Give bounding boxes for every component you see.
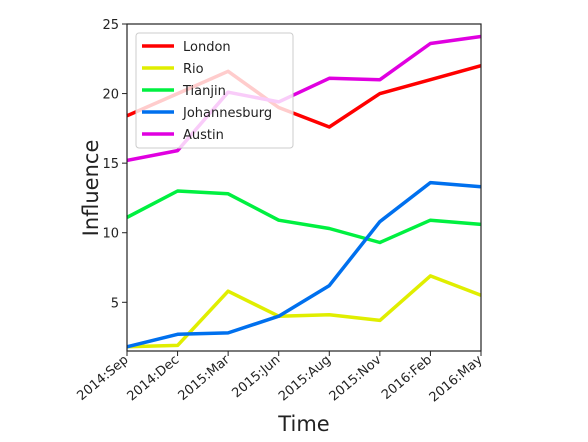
legend-label-rio: Rio [183,62,204,77]
y-tick-label: 10 [102,227,119,242]
x-tick-label: 2014:Sep [74,353,131,404]
y-tick-label: 15 [102,157,119,172]
x-tick-label: 2014:Dec [125,353,183,405]
series-line-johannesburg [126,180,482,349]
legend-label-johannesburg: Johannesburg [182,106,272,121]
series-line-rio [126,274,482,349]
x-axis-label: Time [277,412,329,436]
y-tick-label: 20 [102,88,119,103]
legend-label-tianjin: Tianjin [182,84,226,99]
legend: London Rio Tianjin Johannesburg Austin [135,32,294,149]
y-tick-label: 25 [102,18,119,33]
x-tick-label: 2015:Aug [276,353,334,405]
y-tick-label: 5 [111,296,119,311]
y-axis-label: Influence [79,140,103,237]
series-line-tianjin [126,189,482,245]
x-tick-label: 2015:Nov [327,352,385,404]
legend-label-austin: Austin [183,128,224,143]
x-tick-label: 2016:May [427,352,486,405]
legend-label-london: London [183,40,231,55]
x-tick-label: 2015:Jun [229,353,283,402]
legend-box [135,32,294,149]
x-tick-label: 2015:Mar [176,352,234,404]
plot-frame [126,23,482,352]
